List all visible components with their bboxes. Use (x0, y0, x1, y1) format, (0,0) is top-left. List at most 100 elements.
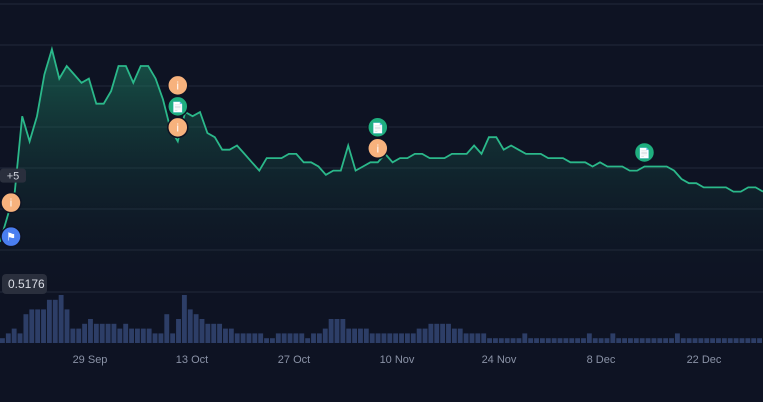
volume-bar (704, 338, 710, 343)
flag-glyph: ⚑ (6, 232, 16, 244)
volume-bar (645, 338, 651, 343)
volume-bar (64, 309, 70, 343)
volume-bar (534, 338, 539, 343)
event-markers[interactable]: i ⚑ +5 i 📄 i i 📄 📄 (0, 74, 656, 248)
volume-bar (745, 338, 751, 343)
x-tick-label: 10 Nov (380, 354, 415, 366)
volume-bar (334, 319, 340, 343)
volume-bar (293, 333, 299, 343)
volume-bar (70, 328, 76, 343)
volume-bar (516, 338, 522, 343)
price-area (0, 49, 763, 292)
volume-bar (381, 333, 387, 343)
volume-bar (598, 338, 604, 343)
volume-bar (316, 333, 322, 343)
marker-flag[interactable]: ⚑ (0, 225, 22, 248)
volume-bar (217, 323, 223, 343)
volume-bar (76, 328, 82, 343)
volume-bar (604, 338, 610, 343)
volume-bar (328, 319, 334, 343)
volume-bar (669, 338, 674, 343)
x-tick-label: 27 Oct (278, 354, 310, 366)
volume-bar (88, 319, 93, 343)
volume-bar (228, 328, 234, 343)
volume-bar (82, 323, 88, 343)
marker-doc[interactable]: 📄 (367, 116, 389, 139)
doc-icon (367, 116, 389, 139)
volume-bar (545, 338, 551, 343)
volume-bar (716, 338, 721, 343)
volume-bar (176, 319, 181, 343)
volume-bar (281, 333, 287, 343)
volume-bar (504, 338, 510, 343)
volume-bars (0, 295, 762, 343)
info-icon (0, 191, 22, 214)
volume-bar (528, 338, 534, 343)
volume-bar (117, 328, 123, 343)
volume-bar (569, 338, 575, 343)
volume-bar (557, 338, 563, 343)
volume-bar (639, 338, 645, 343)
volume-bar (234, 333, 240, 343)
volume-bar (35, 309, 41, 343)
marker-info[interactable]: i (0, 191, 22, 214)
marker-count-text: +5 (7, 171, 20, 183)
volume-bar (17, 333, 23, 343)
volume-bar (240, 333, 246, 343)
volume-bar (404, 333, 410, 343)
info-icon (367, 137, 389, 160)
volume-bar (757, 338, 762, 343)
volume-bar (393, 333, 399, 343)
volume-bar (457, 328, 463, 343)
volume-bar (422, 328, 428, 343)
price-label-bg (2, 274, 47, 294)
volume-bar (170, 333, 176, 343)
volume-bar (23, 314, 29, 343)
volume-bar (674, 333, 680, 343)
info-icon (167, 74, 189, 97)
volume-bar (586, 333, 592, 343)
volume-bar (93, 323, 99, 343)
volume-bar (651, 338, 657, 343)
marker-doc[interactable]: 📄 (167, 95, 189, 118)
volume-bar (686, 338, 692, 343)
marker-info[interactable]: i (167, 116, 189, 139)
volume-bar (692, 338, 698, 343)
volume-bar (369, 333, 375, 343)
volume-bar (346, 328, 352, 343)
marker-count-bg (0, 168, 26, 183)
volume-bar (387, 333, 393, 343)
volume-bar (440, 323, 446, 343)
marker-count-badge[interactable]: +5 (0, 168, 26, 183)
volume-bar (258, 333, 264, 343)
volume-bar (739, 338, 745, 343)
volume-bar (41, 309, 46, 343)
marker-doc[interactable]: 📄 (633, 141, 656, 164)
volume-bar (522, 333, 528, 343)
flag-icon (0, 225, 22, 248)
doc-glyph: 📄 (172, 100, 184, 113)
volume-bar (663, 338, 669, 343)
volume-bar (680, 338, 686, 343)
marker-info[interactable]: i (167, 74, 189, 97)
volume-bar (158, 333, 164, 343)
volume-bar (469, 333, 475, 343)
marker-info[interactable]: i (367, 137, 389, 160)
volume-bar (58, 295, 64, 343)
volume-bar (205, 323, 211, 343)
volume-bar (510, 338, 516, 343)
volume-bar (275, 333, 281, 343)
volume-bar (140, 328, 146, 343)
x-tick-label: 13 Oct (176, 354, 208, 366)
volume-bar (129, 328, 134, 343)
volume-bar (628, 338, 633, 343)
volume-bar (610, 333, 616, 343)
volume-bar (416, 328, 422, 343)
doc-glyph: 📄 (638, 146, 650, 159)
x-tick-label: 22 Dec (687, 354, 722, 366)
volume-bar (0, 338, 5, 343)
volume-bar (252, 333, 258, 343)
volume-bar (592, 338, 598, 343)
